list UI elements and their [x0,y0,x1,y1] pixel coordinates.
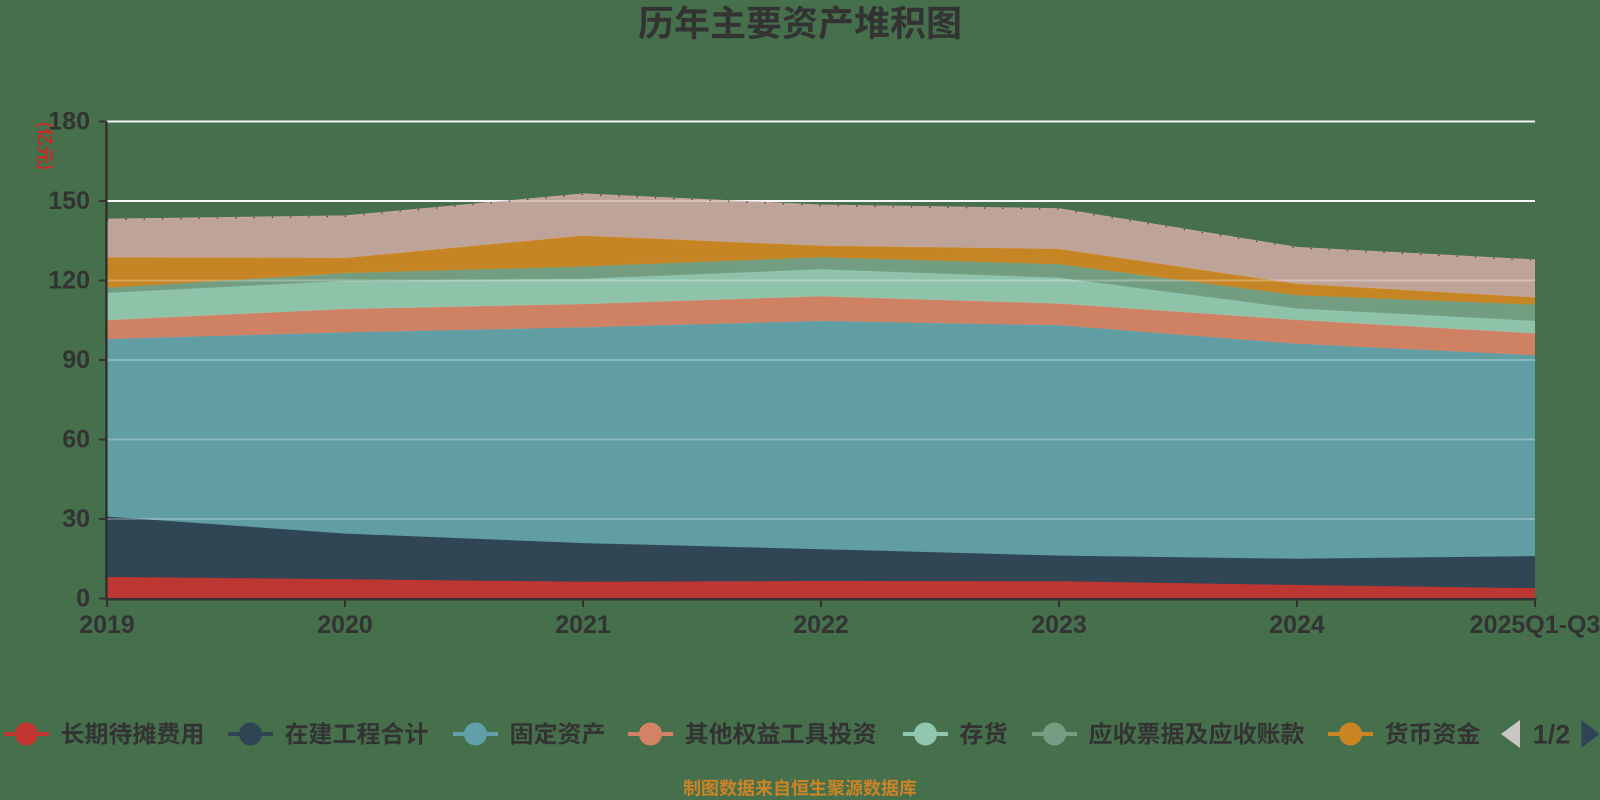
svg-text:30: 30 [62,505,90,533]
svg-text:60: 60 [62,426,90,454]
svg-text:2021: 2021 [555,611,611,639]
svg-text:2022: 2022 [793,611,849,639]
svg-text:1/2: 1/2 [1533,720,1571,750]
svg-text:2020: 2020 [317,611,373,639]
svg-text:2025Q1-Q3: 2025Q1-Q3 [1470,611,1600,639]
svg-text:2019: 2019 [79,611,135,639]
svg-text:2023: 2023 [1031,611,1087,639]
svg-text:90: 90 [62,346,90,374]
svg-text:180: 180 [48,108,90,136]
svg-text:0: 0 [76,585,90,613]
svg-text:2024: 2024 [1269,611,1325,639]
svg-text:150: 150 [48,187,90,215]
svg-text:120: 120 [48,267,90,295]
